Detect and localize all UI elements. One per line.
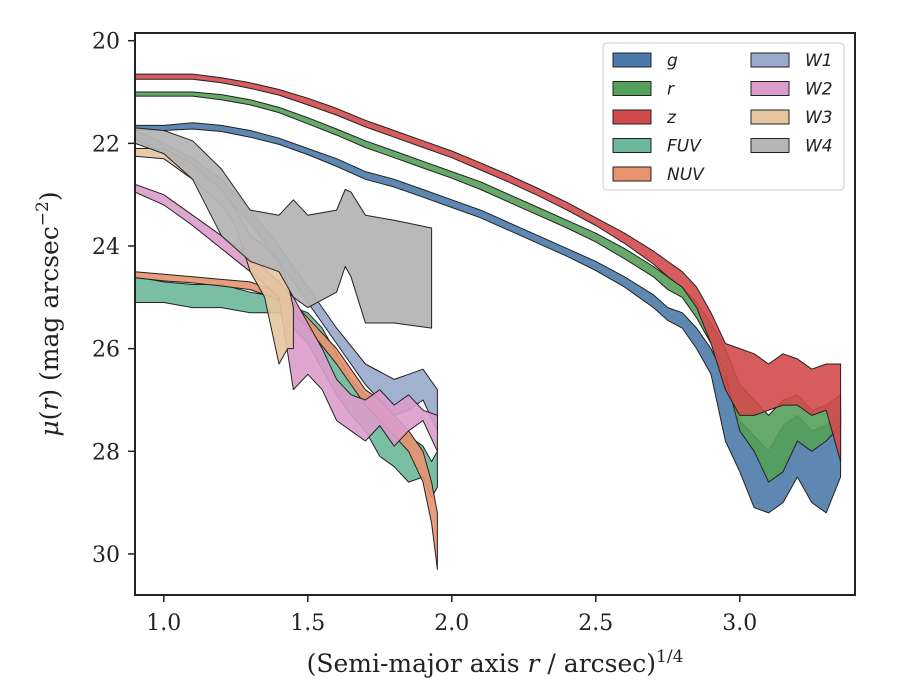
legend-swatch-w1 <box>750 52 790 68</box>
legend-label-z: z <box>666 108 677 128</box>
y-tick-label: 26 <box>92 338 120 363</box>
x-tick-label: 2.0 <box>434 611 469 636</box>
legend-swatch-g <box>612 52 652 68</box>
legend-label-w4: W4 <box>805 137 833 157</box>
legend-label-r: r <box>667 80 675 100</box>
legend-label-w3: W3 <box>805 108 833 128</box>
x-axis-label: (Semi-major axis r / arcsec)1/4 <box>307 647 684 678</box>
x-axis-ticks: 1.0 1.5 2.0 2.5 3.0 <box>146 595 757 636</box>
y-tick-label: 24 <box>92 235 120 260</box>
legend-box <box>602 42 845 191</box>
legend-swatch-fuv <box>612 138 652 153</box>
legend-label-w1: W1 <box>805 51 833 71</box>
y-tick-label: 20 <box>92 30 120 55</box>
y-axis-ticks: 20 22 24 26 28 30 <box>92 30 135 568</box>
legend-label-g: g <box>667 51 678 71</box>
plot-frame <box>134 32 856 596</box>
legend: grz FUV NUV W1 W2 W3 W4 <box>602 42 845 191</box>
y-axis-label: μ(r) (mag arcsec−2) <box>33 191 64 436</box>
y-tick-label: 22 <box>92 132 120 157</box>
x-tick-label: 3.0 <box>722 611 757 636</box>
legend-swatch-z <box>612 109 652 125</box>
series-band-z <box>135 73 842 463</box>
y-tick-label: 30 <box>92 543 120 568</box>
series-band-w4 <box>135 127 433 329</box>
y-tick-label: 28 <box>92 440 120 465</box>
series-layer <box>135 73 842 570</box>
legend-label-nuv: NUV <box>667 165 705 185</box>
x-tick-label: 1.0 <box>146 611 181 636</box>
legend-swatch-nuv <box>612 166 652 182</box>
legend-label-fuv: FUV <box>667 137 702 157</box>
x-tick-label: 2.5 <box>578 611 613 636</box>
legend-swatch-w2 <box>750 81 790 96</box>
legend-swatch-w3 <box>750 109 790 125</box>
legend-label-w2: W2 <box>805 80 833 100</box>
legend-swatch-r <box>612 81 652 96</box>
x-tick-label: 1.5 <box>290 611 325 636</box>
legend-swatch-w4 <box>750 138 790 153</box>
